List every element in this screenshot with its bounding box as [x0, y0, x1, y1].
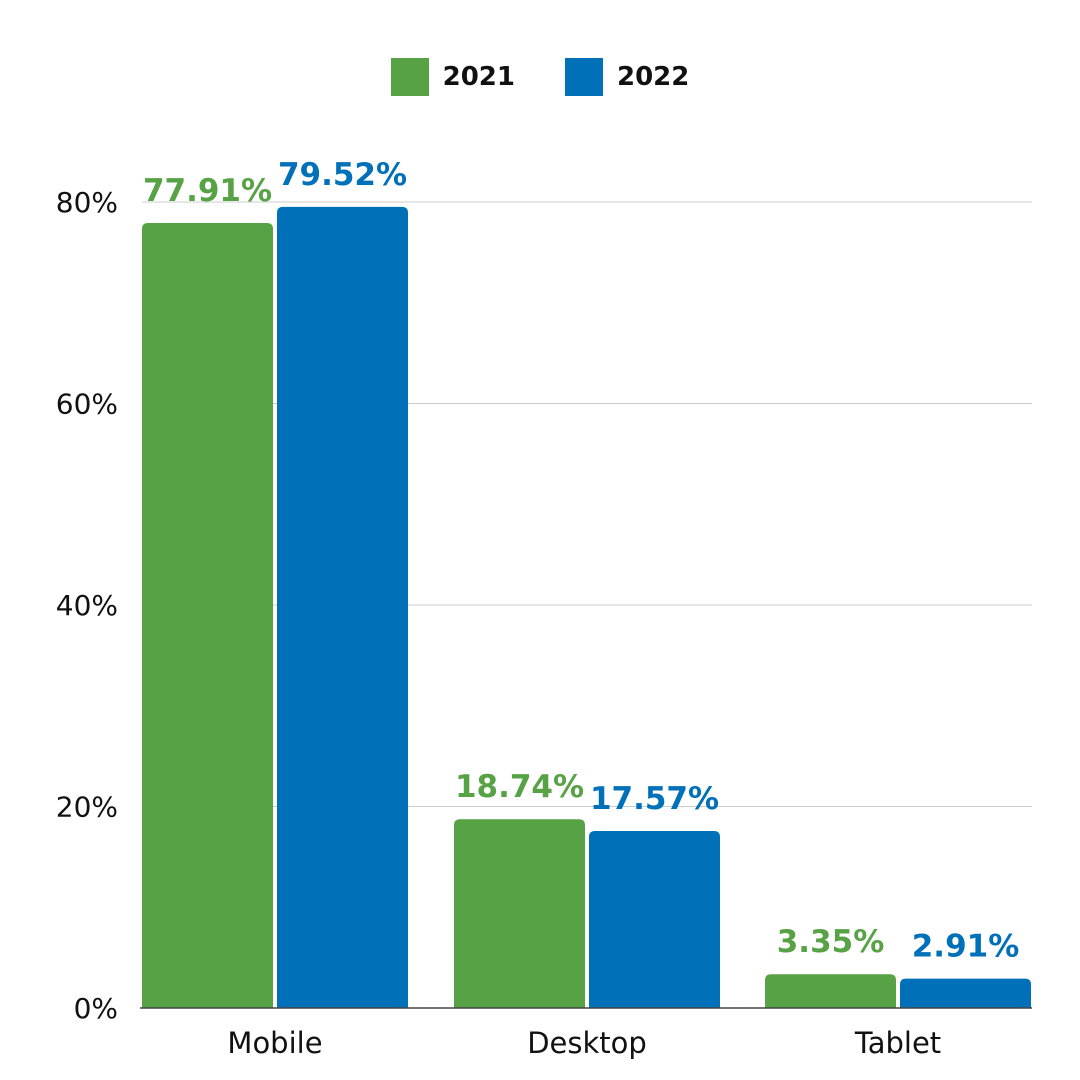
x-tick-label: Tablet	[854, 1026, 941, 1060]
gridlines	[142, 201, 1032, 807]
data-label-tablet-2022: 2.91%	[912, 929, 1020, 965]
legend-item-2021: 2021	[390, 58, 515, 96]
bar-desktop-2022	[589, 830, 720, 1008]
bar-mobile-2021	[142, 223, 273, 1008]
legend-swatch-2021	[390, 58, 429, 96]
data-label-mobile-2022: 79.52%	[278, 157, 407, 193]
legend-label-2021: 2021	[442, 62, 515, 92]
legend: 2021 2022	[0, 58, 1080, 96]
y-tick-label: 40%	[56, 589, 118, 622]
y-axis: 0% 20% 40% 60% 80%	[56, 186, 118, 1025]
bar-desktop-2021	[454, 819, 585, 1008]
data-label-tablet-2021: 3.35%	[777, 924, 885, 960]
x-axis: Mobile Desktop Tablet	[140, 1007, 1032, 1060]
y-tick-label: 20%	[56, 791, 118, 824]
y-tick-label: 0%	[74, 992, 118, 1025]
data-label-desktop-2022: 17.57%	[590, 781, 719, 817]
legend-swatch-2022	[565, 58, 603, 96]
bar-tablet-2022	[900, 978, 1031, 1008]
data-label-desktop-2021: 18.74%	[455, 769, 584, 805]
bar-mobile-2022	[277, 206, 408, 1008]
x-tick-label: Desktop	[527, 1026, 647, 1060]
data-label-mobile-2021: 77.91%	[143, 173, 272, 209]
x-tick-label: Mobile	[227, 1026, 322, 1060]
bars	[142, 206, 1031, 1008]
y-tick-label: 60%	[56, 388, 118, 421]
legend-item-2022: 2022	[565, 58, 689, 96]
y-tick-label: 80%	[56, 186, 118, 219]
legend-label-2022: 2022	[617, 62, 690, 92]
data-labels: 77.91% 79.52% 18.74% 17.57% 3.35% 2.91%	[143, 157, 1019, 965]
bar-tablet-2021	[765, 974, 896, 1008]
